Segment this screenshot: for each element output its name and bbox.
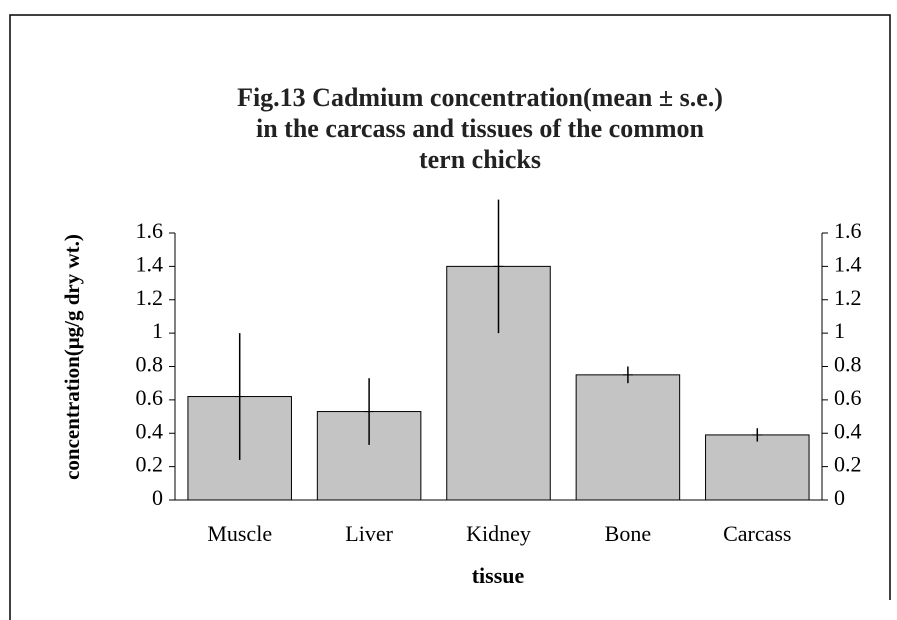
frame	[9, 14, 891, 620]
y2-tick-label: 1.2	[834, 285, 862, 310]
y2-tick-label: 0.2	[834, 452, 862, 477]
chart-title: Fig.13 Cadmium concentration(mean ± s.e.…	[237, 83, 723, 174]
x-tick-label: Carcass	[723, 521, 791, 546]
bar	[575, 374, 681, 501]
y2-tick-label: 0	[834, 485, 845, 510]
y-tick-label: 1	[152, 318, 163, 343]
y2-tick-label: 1	[834, 318, 845, 343]
x-tick-label: Muscle	[207, 521, 272, 546]
y-axis-label: concentration(μg/g dry wt.)	[60, 234, 84, 480]
y-tick-label: 0.6	[136, 385, 164, 410]
y-tick-label: 0.2	[136, 452, 164, 477]
y-tick-label: 0	[152, 485, 163, 510]
x-tick-label: Liver	[345, 521, 393, 546]
x-axis-label: tissue	[472, 563, 525, 588]
bar	[705, 434, 810, 501]
y-tick-label: 1.2	[136, 285, 164, 310]
x-tick-label: Kidney	[466, 521, 531, 546]
y-tick-label: 1.4	[136, 251, 164, 276]
y2-tick-label: 0.4	[834, 418, 862, 443]
y-tick-label: 0.4	[136, 418, 164, 443]
y2-tick-label: 0.8	[834, 352, 862, 377]
x-tick-label: Bone	[605, 521, 651, 546]
y2-tick-label: 0.6	[834, 385, 862, 410]
y2-tick-label: 1.4	[834, 251, 862, 276]
y2-tick-label: 1.6	[834, 218, 862, 243]
y-tick-label: 1.6	[136, 218, 164, 243]
y-tick-label: 0.8	[136, 352, 164, 377]
